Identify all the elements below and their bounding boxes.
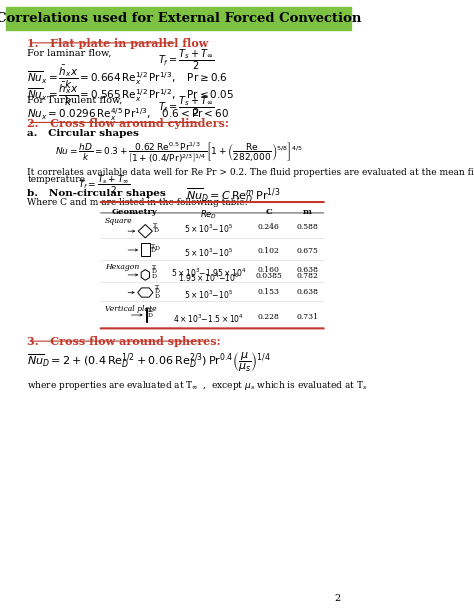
Text: $4 \times 10^3\!-\!1.5 \times 10^4$: $4 \times 10^3\!-\!1.5 \times 10^4$ <box>173 313 244 325</box>
Text: $Re_D$: $Re_D$ <box>200 208 217 221</box>
Text: a.   Circular shapes: a. Circular shapes <box>27 129 139 137</box>
Text: $\overline{Nu}_x = \dfrac{\bar{h}_x x}{k} = 0.664\,\mathrm{Re}_x^{1/2}\,\mathrm{: $\overline{Nu}_x = \dfrac{\bar{h}_x x}{k… <box>27 64 228 91</box>
Text: 0.782: 0.782 <box>296 272 318 280</box>
Text: It correlates available data well for Re Pr > 0.2. The fluid properties are eval: It correlates available data well for Re… <box>27 168 474 177</box>
Text: Hexagon: Hexagon <box>105 264 139 272</box>
Text: 2.   Cross flow around cylinders:: 2. Cross flow around cylinders: <box>27 118 229 129</box>
Text: Where C and m are listed in the following table:: Where C and m are listed in the followin… <box>27 198 248 207</box>
Text: 0.102: 0.102 <box>257 247 280 255</box>
Text: C: C <box>265 208 272 216</box>
Text: 0.731: 0.731 <box>296 313 318 321</box>
Text: 0.160: 0.160 <box>257 267 280 275</box>
Text: 2: 2 <box>334 594 341 603</box>
Text: 3.   Cross flow around spheres:: 3. Cross flow around spheres: <box>27 337 221 348</box>
Text: T: T <box>152 265 156 270</box>
Text: $T_f = \dfrac{T_s + T_\infty}{2}$: $T_f = \dfrac{T_s + T_\infty}{2}$ <box>158 94 214 119</box>
Text: $5 \times 10^3\!-\!10^5$: $5 \times 10^3\!-\!10^5$ <box>184 247 233 259</box>
FancyBboxPatch shape <box>6 7 351 30</box>
Text: $\overline{Nu}_D = C\,\mathrm{Re}_D^m\,\mathrm{Pr}^{1/3}$: $\overline{Nu}_D = C\,\mathrm{Re}_D^m\,\… <box>186 187 281 205</box>
Text: D: D <box>148 313 153 318</box>
Text: $5 \times 10^3\!-\!1.95 \times 10^4$: $5 \times 10^3\!-\!1.95 \times 10^4$ <box>171 267 246 279</box>
Text: $\overline{Nu}_x = \dfrac{\bar{h}_x x}{k} = 0.565\,\mathrm{Re}_x^{1/2}\,\mathrm{: $\overline{Nu}_x = \dfrac{\bar{h}_x x}{k… <box>27 80 235 108</box>
Text: 0.0385: 0.0385 <box>255 272 282 280</box>
Text: 0.153: 0.153 <box>257 288 280 296</box>
Text: 1.   Flat plate in parallel flow: 1. Flat plate in parallel flow <box>27 38 209 49</box>
Text: T: T <box>155 284 159 289</box>
Text: D: D <box>152 274 156 280</box>
Text: T: T <box>151 244 155 249</box>
Text: Square: Square <box>105 216 132 224</box>
Text: For laminar flow,: For laminar flow, <box>27 49 112 58</box>
Text: $Nu = \dfrac{hD}{k} = 0.3 + \dfrac{0.62\,\mathrm{Re}^{0.5}\,\mathrm{Pr}^{1/3}}{\: $Nu = \dfrac{hD}{k} = 0.3 + \dfrac{0.62\… <box>55 140 302 166</box>
Text: Vertical plate: Vertical plate <box>105 305 156 313</box>
Text: 0.675: 0.675 <box>296 247 318 255</box>
Text: Correlations used for External Forced Convection: Correlations used for External Forced Co… <box>0 12 362 25</box>
Text: $5 \times 10^3\!-\!10^5$: $5 \times 10^3\!-\!10^5$ <box>184 288 233 301</box>
Text: T: T <box>154 223 157 228</box>
Text: $Nu_x = 0.0296\,\mathrm{Re}_x^{4/5}\,\mathrm{Pr}^{1/3}$$,\quad 0.6 < \mathrm{Pr}: $Nu_x = 0.0296\,\mathrm{Re}_x^{4/5}\,\ma… <box>27 107 229 123</box>
Text: $T_f = \dfrac{T_s + T_\infty}{2}$: $T_f = \dfrac{T_s + T_\infty}{2}$ <box>158 47 214 72</box>
Text: D: D <box>155 289 160 294</box>
Text: D: D <box>154 228 158 233</box>
Text: $1.95 \times 10^4\!-\!10^5$: $1.95 \times 10^4\!-\!10^5$ <box>178 272 239 284</box>
Text: $5 \times 10^3\!-\!10^5$: $5 \times 10^3\!-\!10^5$ <box>184 223 233 235</box>
Text: where properties are evaluated at T$_\infty$  ,  except $\mu_s$ which is evaluat: where properties are evaluated at T$_\in… <box>27 379 368 392</box>
Text: $T_f = \dfrac{T_s + T_\infty}{2}$: $T_f = \dfrac{T_s + T_\infty}{2}$ <box>79 173 130 196</box>
Text: D: D <box>155 294 160 299</box>
Text: D: D <box>152 270 156 275</box>
Text: T: T <box>148 308 152 313</box>
Text: 0.638: 0.638 <box>296 267 318 275</box>
Text: temperature: temperature <box>27 175 85 185</box>
Text: Geometry: Geometry <box>112 208 158 216</box>
Text: 0.228: 0.228 <box>257 313 280 321</box>
Text: D: D <box>151 248 155 253</box>
Text: 0.246: 0.246 <box>257 223 280 230</box>
Text: For Turbulent flow,: For Turbulent flow, <box>27 96 123 105</box>
Text: $\overline{Nu}_D = 2 + (0.4\,\mathrm{Re}_D^{1/2} + 0.06\,\mathrm{Re}_D^{2/3})\,\: $\overline{Nu}_D = 2 + (0.4\,\mathrm{Re}… <box>27 350 272 374</box>
Text: D: D <box>155 246 160 251</box>
Text: 0.638: 0.638 <box>296 288 318 296</box>
Text: m: m <box>303 208 312 216</box>
Text: 0.588: 0.588 <box>296 223 318 230</box>
Text: b.   Non-circular shapes: b. Non-circular shapes <box>27 189 166 198</box>
